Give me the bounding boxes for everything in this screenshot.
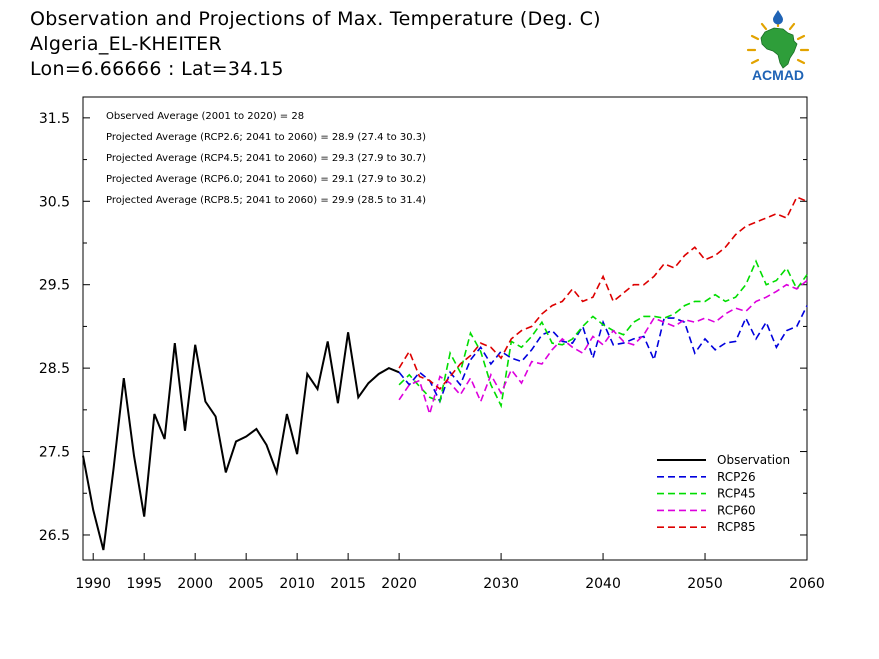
series-line-rcp26 [398,305,808,404]
y-tick-label: 29.5 [39,278,70,294]
series-line-rcp85 [398,196,808,391]
x-tick-label: 2005 [228,576,264,592]
average-annotation: Projected Average (RCP6.0; 2041 to 2060)… [106,174,426,185]
y-tick-label: 26.5 [39,528,70,544]
x-tick-label: 2000 [177,576,213,592]
x-tick-label: 2030 [483,576,519,592]
chart-title: Observation and Projections of Max. Temp… [30,8,601,30]
series-line-rcp45 [398,259,808,409]
legend-label: RCP60 [717,503,756,517]
legend-label: Observation [717,453,790,467]
acmad-logo: ACMAD [746,10,810,83]
legend: Observation RCP26 RCP45 RCP60 RCP85 [657,453,790,534]
x-tick-label: 1990 [75,576,111,592]
plot-frame [82,96,808,561]
series-line-rcp60 [398,279,808,417]
y-tick-label: 31.5 [39,111,70,127]
legend-label: RCP45 [717,487,756,501]
average-annotation: Observed Average (2001 to 2020) = 28 [106,111,304,122]
logo-text: ACMAD [752,67,804,83]
average-annotation: Projected Average (RCP4.5; 2041 to 2060)… [106,153,426,164]
x-tick-label: 2060 [789,576,825,592]
average-annotation: Projected Average (RCP2.6; 2041 to 2060)… [106,132,426,143]
series-line-observation [82,332,400,551]
legend-label: RCP85 [717,520,756,534]
y-tick-label: 27.5 [39,445,70,461]
y-tick-label: 28.5 [39,361,70,377]
coordinates-label: Lon=6.66666 : Lat=34.15 [30,58,284,80]
y-tick-label: 30.5 [39,194,70,210]
location-label: Algeria_EL-KHEITER [30,33,222,55]
x-tick-label: 1995 [126,576,162,592]
x-tick-label: 2050 [687,576,723,592]
africa-map-icon [760,27,798,69]
water-drop-icon [773,10,783,25]
average-annotation: Projected Average (RCP8.5; 2041 to 2060)… [106,195,426,206]
legend-label: RCP26 [717,470,756,484]
x-tick-label: 2040 [585,576,621,592]
x-tick-label: 2020 [381,576,417,592]
x-tick-label: 2015 [330,576,366,592]
x-tick-label: 2010 [279,576,315,592]
